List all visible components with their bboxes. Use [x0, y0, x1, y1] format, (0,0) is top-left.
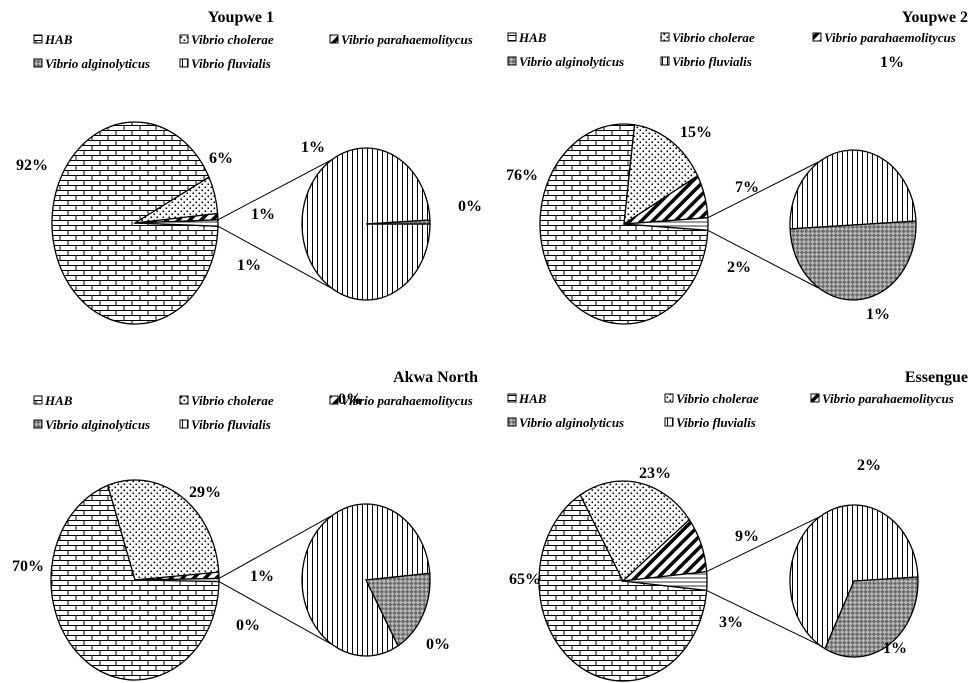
legend-entry: Vibrio alginolyticus [45, 417, 150, 432]
chart-title: Essengue [905, 369, 968, 386]
legend-entry: Vibrio parahaemolitycus [824, 30, 956, 45]
secondary-slice-alginolyticus [824, 576, 919, 658]
connector-line [218, 581, 332, 645]
connector-line [706, 589, 820, 646]
main-slice-0 [50, 484, 220, 681]
main-slice-label: 23% [639, 465, 671, 482]
legend-entry: HAB [44, 393, 73, 408]
legend-entry: Vibrio cholerae [191, 393, 274, 408]
chart-title: Youpwe 1 [208, 9, 274, 26]
legend-swatch [179, 58, 189, 68]
legend-swatch [329, 395, 339, 405]
main-slice-label: 2% [727, 259, 751, 276]
main-slice-1 [579, 480, 691, 583]
main-slice-label: 3% [719, 614, 743, 631]
main-slice-3 [622, 570, 708, 592]
main-slice-label: 9% [735, 528, 759, 545]
legend-swatch [507, 56, 517, 66]
secondary-slice-fluvialis [789, 504, 919, 650]
connector-line [217, 159, 332, 221]
legend-swatch [812, 32, 822, 42]
legend-swatch [664, 393, 674, 403]
pie-panel-3: Akwa North HAB Vibrio cholerae Vibrio parah… [12, 369, 478, 681]
legend-entry: Vibrio alginolyticus [519, 54, 624, 69]
legend-swatch [179, 395, 189, 405]
chart-title: Youpwe 2 [902, 9, 968, 26]
main-slice-3 [134, 577, 220, 583]
main-slice-label: 1% [250, 568, 274, 585]
main-slice-3 [134, 219, 219, 227]
connector-line [706, 516, 820, 573]
main-slice-1 [107, 479, 220, 581]
main-slice-1 [623, 124, 699, 226]
legend-swatch [507, 417, 517, 427]
legend-swatch [664, 417, 674, 427]
legend-entry: Vibrio fluvialis [191, 417, 271, 432]
pie-panel-2: Youpwe 2 HAB Vibrio cholerae Vibrio parahae… [506, 9, 968, 325]
legend-swatch [33, 419, 43, 429]
legend-swatch [660, 56, 670, 66]
connector-line [218, 515, 332, 579]
legend-entry: Vibrio fluvialis [191, 56, 271, 71]
legend-swatch [507, 32, 517, 42]
main-slice-label: 15% [680, 124, 712, 141]
secondary-slice-alginolyticus [365, 572, 431, 647]
legend-entry: HAB [518, 391, 547, 406]
main-slice-label: 65% [509, 571, 541, 588]
secondary-slice-label: 1% [866, 306, 890, 323]
legend-entry: Vibrio fluvialis [672, 54, 752, 69]
legend-swatch [507, 393, 517, 403]
secondary-slice-label: 0% [458, 198, 482, 215]
main-slice-3 [623, 217, 709, 231]
chart-title: Akwa North [393, 369, 478, 386]
secondary-slice-label: 1% [883, 640, 907, 657]
secondary-slice-alginolyticus [365, 219, 431, 225]
secondary-slice-alginolyticus [789, 220, 917, 301]
main-slice-0 [538, 493, 708, 682]
legend-swatch [810, 393, 820, 403]
legend-swatch [660, 32, 670, 42]
legend-entry: Vibrio cholerae [672, 30, 755, 45]
main-slice-label: 29% [189, 484, 221, 501]
connector-line [707, 229, 819, 289]
legend-swatch [33, 58, 43, 68]
main-slice-label: 70% [12, 558, 44, 575]
secondary-slice-label: 1% [880, 54, 904, 71]
legend-entry: Vibrio parahaemolitycus [341, 32, 473, 47]
legend-swatch [33, 34, 43, 44]
main-slice-label: 76% [506, 167, 538, 184]
legend-entry: Vibrio parahaemolitycus [822, 391, 954, 406]
legend-swatch [33, 395, 43, 405]
main-slice-label: 6% [209, 150, 233, 167]
legend-entry: Vibrio cholerae [191, 32, 274, 47]
secondary-slice-label: 0% [426, 636, 450, 653]
secondary-slice-fluvialis [789, 149, 917, 230]
main-slice-label: 0% [236, 617, 260, 634]
connector-line [217, 225, 332, 289]
legend-entry: Vibrio fluvialis [676, 415, 756, 430]
main-slice-label: 1% [237, 257, 261, 274]
legend-entry: Vibrio alginolyticus [519, 415, 624, 430]
pie-panel-4: Essengue HAB Vibrio cholerae Vibrio parahae… [507, 369, 968, 682]
legend-entry: Vibrio alginolyticus [45, 56, 150, 71]
secondary-slice-label: 1% [301, 139, 325, 156]
legend-swatch [329, 34, 339, 44]
legend-entry: Vibrio parahaemolitycus [341, 393, 473, 408]
legend-entry: HAB [518, 30, 547, 45]
secondary-slice-label: 2% [857, 457, 881, 474]
main-slice-label: 92% [16, 157, 48, 174]
legend-swatch [179, 34, 189, 44]
legend-swatch [179, 419, 189, 429]
main-slice-label: 7% [735, 179, 759, 196]
legend-entry: Vibrio cholerae [676, 391, 759, 406]
main-slice-label: 1% [251, 206, 275, 223]
pie-panel-1: Youpwe 1 HAB Vibrio cholerae Vibrio parahae… [16, 9, 482, 325]
legend-entry: HAB [44, 32, 73, 47]
connector-line [707, 161, 819, 219]
secondary-slice-label: 0% [338, 391, 362, 408]
